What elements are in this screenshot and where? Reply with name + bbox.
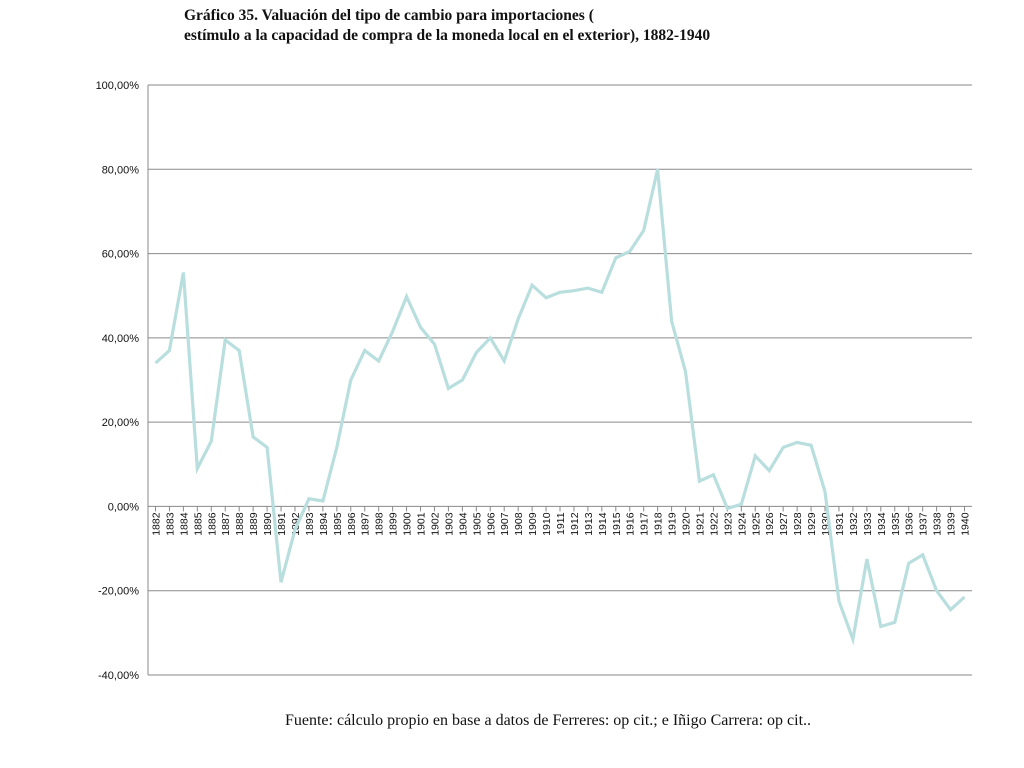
x-tick-label: 1887 [220,512,232,536]
x-tick-label: 1938 [932,512,944,536]
x-tick-label: 1900 [402,512,414,536]
x-tick-label: 1893 [304,512,316,536]
x-tick-label: 1898 [374,512,386,536]
x-tick-label: 1932 [848,512,860,536]
x-tick-label: 1908 [513,512,525,536]
x-tick-label: 1912 [569,512,581,536]
x-tick-label: 1914 [597,512,609,536]
y-tick-label: 20,00% [102,417,140,429]
x-tick-label: 1904 [457,512,469,536]
x-tick-label: 1910 [541,512,553,536]
x-tick-label: 1884 [178,512,190,536]
gridlines [148,84,972,676]
x-tick-label: 1895 [332,512,344,536]
series-layer [154,168,966,646]
x-tick-label: 1896 [346,512,358,536]
x-tick-label: 1937 [918,512,930,536]
y-axis: 100,00% 80,00% 60,00% 40,00% 20,00% 0,00% -20,… [96,80,149,682]
x-tick-label: 1923 [722,512,734,536]
x-tick-label: 1905 [471,512,483,536]
x-tick-label: 1920 [681,512,693,536]
chart-title: Gráfico 35. Valuación del tipo de cambio… [184,6,1004,46]
x-tick-label: 1929 [806,512,818,536]
x-tick-label: 1888 [234,512,246,536]
x-tick-label: 1924 [736,512,748,536]
x-tick-label: 1899 [388,512,400,536]
x-tick-label: 1883 [164,512,176,536]
chart-title-line-2: estímulo a la capacidad de compra de la … [184,27,711,44]
x-tick-label: 1919 [667,512,679,536]
y-tick-label: -40,00% [98,670,139,682]
x-tick-label: 1897 [360,512,372,536]
x-tick-label: 1916 [625,512,637,536]
x-tick-label: 1940 [960,512,972,536]
x-tick-label: 1915 [611,512,623,536]
source-note: Fuente: cálculo propio en base a datos d… [284,712,812,729]
x-tick-label: 1927 [778,512,790,536]
x-tick-label: 1931 [834,512,846,536]
y-tick-label: 40,00% [102,333,140,345]
x-tick-label: 1886 [206,512,218,536]
x-tick-label: 1922 [708,512,720,536]
x-tick-label: 1890 [262,512,274,536]
x-tick-label: 1933 [862,512,874,536]
y-tick-label: 60,00% [102,249,140,261]
chart-title-line-1: Gráfico 35. Valuación del tipo de cambio… [184,7,594,24]
y-tick-label: -20,00% [98,586,139,598]
x-tick-label: 1917 [639,512,651,536]
x-tick-label: 1891 [276,512,288,536]
x-tick-label: 1911 [555,512,567,535]
x-tick-label: 1921 [694,512,706,536]
x-tick-label: 1894 [318,512,330,536]
y-tick-label: 100,00% [96,80,140,92]
x-tick-label: 1889 [248,512,260,536]
x-tick-label: 1903 [443,512,455,536]
y-tick-label: 0,00% [108,501,139,513]
x-tick-label: 1885 [192,512,204,536]
x-tick-label: 1902 [429,512,441,536]
x-tick-label: 1907 [499,512,511,536]
x-tick-label: 1909 [527,512,539,536]
x-tick-label: 1906 [485,512,497,536]
x-tick-label: 1939 [946,512,958,536]
x-tick-label: 1925 [750,512,762,536]
x-tick-label: 1934 [876,512,888,536]
series-line [154,168,966,646]
x-tick-label: 1882 [151,512,163,536]
x-tick-label: 1936 [904,512,916,536]
x-tick-label: 1918 [653,512,665,536]
x-tick-label: 1928 [792,512,804,536]
x-tick-label: 1901 [416,512,428,536]
x-tick-label: 1913 [583,512,595,536]
x-tick-label: 1926 [764,512,776,536]
y-tick-label: 80,00% [102,164,140,176]
x-tick-label: 1935 [890,512,902,536]
